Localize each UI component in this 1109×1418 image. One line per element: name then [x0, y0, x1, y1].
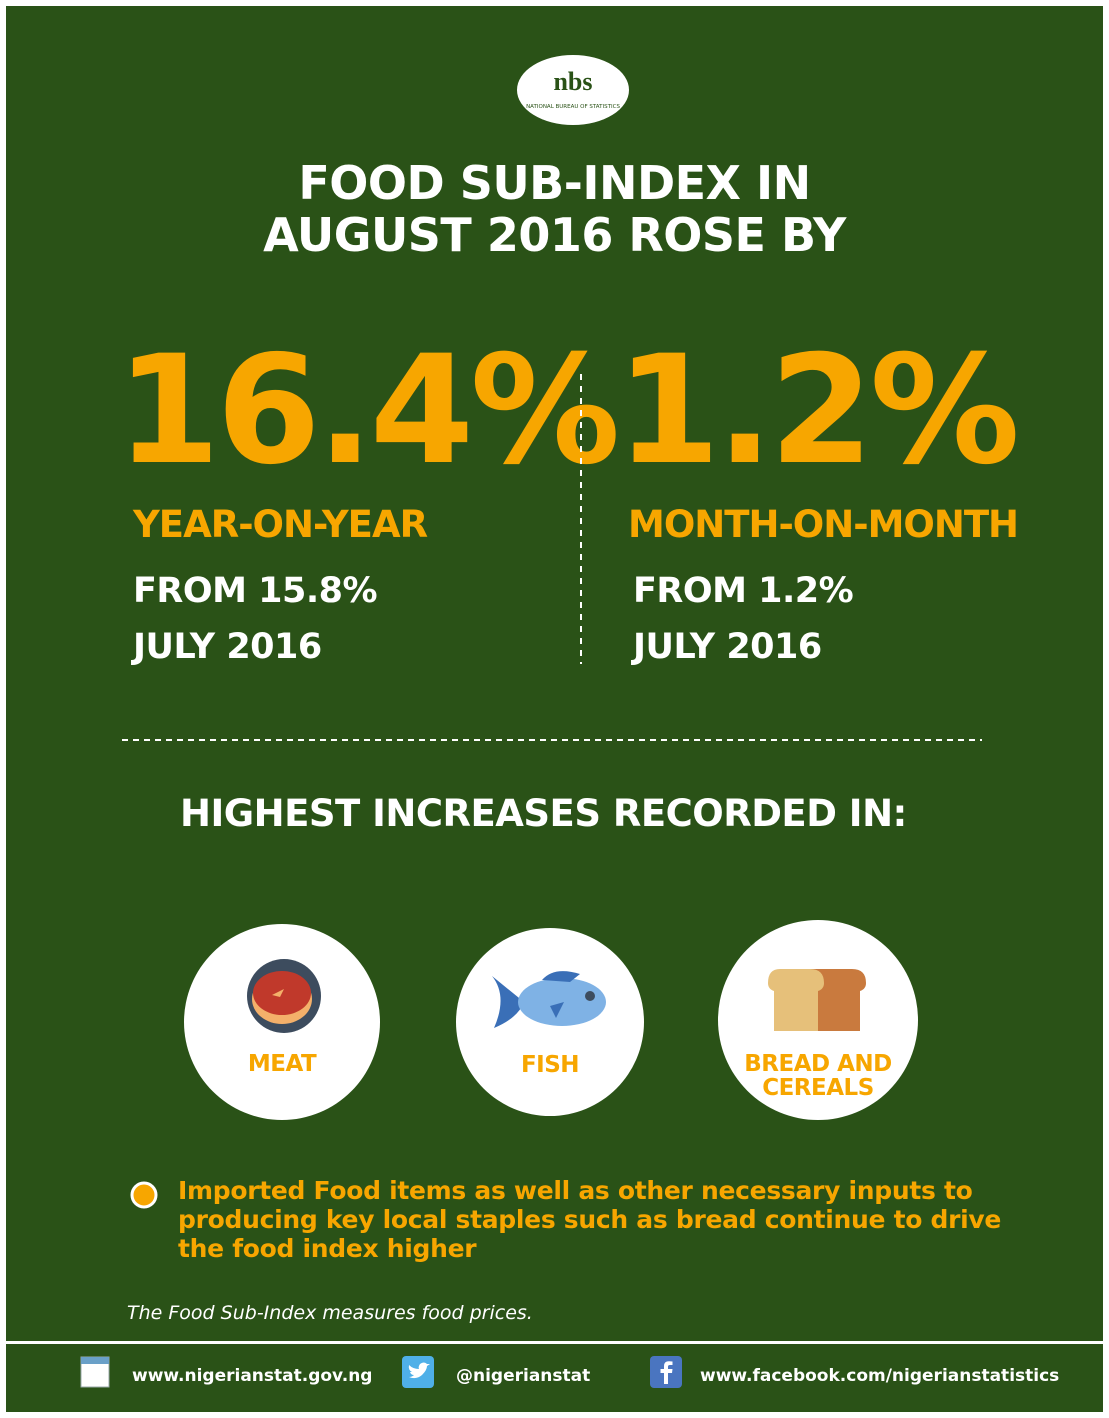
logo: nbs NATIONAL BUREAU OF STATISTICS — [517, 55, 629, 125]
category-label: MEAT — [247, 1051, 317, 1077]
title-line: AUGUST 2016 ROSE BY — [263, 208, 846, 262]
note-line: Imported Food items as well as other nec… — [178, 1176, 973, 1205]
footer-link[interactable]: www.facebook.com/nigerianstatistics — [700, 1366, 1060, 1386]
meat-icon — [247, 959, 321, 1033]
definition: The Food Sub-Index measures food prices. — [127, 1302, 533, 1324]
section-heading: HIGHEST INCREASES RECORDED IN: — [180, 792, 907, 835]
footer-link[interactable]: @nigerianstat — [456, 1366, 591, 1386]
stat-label: MONTH-ON-MONTH — [628, 503, 1019, 546]
separator — [122, 739, 982, 741]
stat-label: YEAR-ON-YEAR — [133, 503, 428, 546]
infographic: nbs NATIONAL BUREAU OF STATISTICS FOOD S… — [6, 6, 1103, 1412]
logo-mark: nbs — [553, 67, 592, 96]
stat-value: 1.2% — [616, 324, 1020, 498]
stat-period: JULY 2016 — [133, 627, 322, 667]
stat-value: 16.4% — [116, 324, 620, 498]
divider — [580, 374, 582, 664]
category-circle: MEAT — [184, 924, 380, 1120]
logo-name: NATIONAL BUREAU OF STATISTICS — [526, 104, 620, 110]
stat-period: JULY 2016 — [633, 627, 822, 667]
category-circle: FISH — [456, 928, 644, 1116]
footer-rule — [6, 1341, 1103, 1344]
stat-from: FROM 15.8% — [133, 571, 378, 611]
stat-from: FROM 1.2% — [633, 571, 854, 611]
category-label: FISH — [520, 1052, 580, 1078]
fish-icon — [492, 971, 606, 1028]
bullet — [130, 1181, 158, 1209]
category-label: BREAD AND CEREALS — [744, 1051, 892, 1101]
title-line: FOOD SUB-INDEX IN — [298, 156, 811, 210]
web-icon — [80, 1356, 110, 1388]
bread-icon — [768, 969, 866, 1031]
note-line: the food index higher — [178, 1234, 477, 1263]
facebook-icon — [650, 1356, 682, 1388]
note-line: producing key local staples such as brea… — [178, 1205, 1002, 1234]
category-circle: BREAD AND CEREALS — [718, 920, 918, 1120]
footer-link[interactable]: www.nigerianstat.gov.ng — [132, 1366, 373, 1386]
twitter-icon — [402, 1356, 434, 1388]
